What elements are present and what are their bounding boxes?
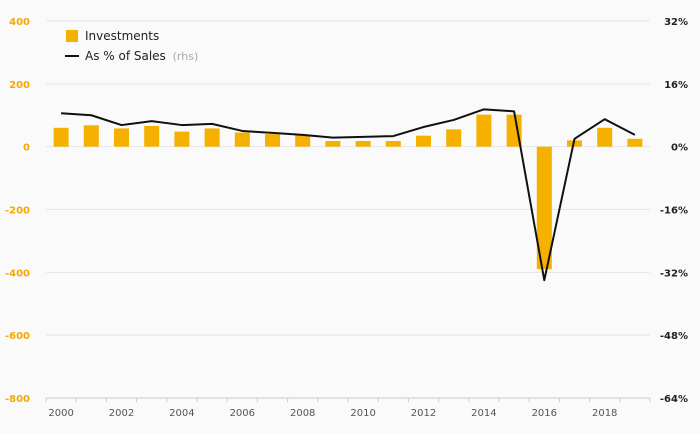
bar bbox=[506, 114, 522, 147]
legend-line-note: (rhs) bbox=[173, 50, 199, 63]
legend-bar-label: Investments bbox=[85, 29, 159, 43]
x-tick-label: 2012 bbox=[411, 408, 436, 419]
bar bbox=[536, 146, 552, 270]
right-tick-label: 0% bbox=[671, 143, 688, 154]
bar bbox=[385, 141, 401, 147]
bar bbox=[295, 134, 311, 147]
bar bbox=[53, 127, 69, 147]
x-tick-label: 2010 bbox=[350, 408, 375, 419]
left-axis: 400 200 0 -200 -400 -600 -800 bbox=[5, 17, 30, 405]
bar bbox=[627, 138, 643, 147]
bar bbox=[446, 129, 462, 147]
bar bbox=[355, 141, 371, 147]
x-tick-label: 2006 bbox=[230, 408, 255, 419]
bar bbox=[144, 125, 160, 147]
x-tick-label: 2000 bbox=[48, 408, 73, 419]
bar bbox=[204, 128, 220, 147]
x-tick-label: 2018 bbox=[592, 408, 617, 419]
x-tick-label: 2008 bbox=[290, 408, 315, 419]
legend: Investments As % of Sales (rhs) bbox=[65, 29, 198, 63]
right-axis: 32% 16% 0% -16% -32% -48% -64% bbox=[660, 17, 688, 405]
bar bbox=[234, 132, 250, 147]
x-axis: 2000 2002 2004 2006 2008 2010 2012 2014 2016 2018 bbox=[45, 397, 651, 419]
bar bbox=[325, 141, 341, 147]
sales-pct-line bbox=[61, 108, 636, 282]
bar bbox=[597, 127, 613, 147]
x-tick-label: 2014 bbox=[471, 408, 496, 419]
left-tick-label: 0 bbox=[23, 143, 30, 154]
right-tick-label: -64% bbox=[660, 394, 688, 405]
left-tick-label: 200 bbox=[9, 80, 30, 91]
left-tick-label: -600 bbox=[5, 331, 30, 342]
left-tick-label: 400 bbox=[9, 17, 30, 28]
legend-bar-swatch bbox=[66, 30, 78, 42]
right-tick-label: -32% bbox=[660, 268, 688, 279]
left-tick-label: -200 bbox=[5, 206, 30, 217]
bar bbox=[83, 125, 99, 147]
left-tick-label: -400 bbox=[5, 268, 30, 279]
series-line bbox=[61, 108, 636, 282]
bar bbox=[265, 134, 280, 147]
svg-text:As % of Sales (rhs): As % of Sales (rhs) bbox=[85, 49, 198, 63]
x-tick-label: 2004 bbox=[169, 408, 194, 419]
bar bbox=[114, 128, 129, 147]
right-tick-label: -16% bbox=[660, 206, 688, 217]
bar bbox=[416, 135, 431, 147]
left-tick-label: -800 bbox=[5, 394, 30, 405]
right-tick-label: 32% bbox=[664, 17, 688, 28]
x-tick-label: 2002 bbox=[109, 408, 134, 419]
bar bbox=[476, 114, 492, 147]
x-tick-label: 2016 bbox=[532, 408, 557, 419]
bar bbox=[174, 131, 190, 147]
right-tick-label: -48% bbox=[660, 331, 688, 342]
right-tick-label: 16% bbox=[664, 80, 688, 91]
legend-line-label: As % of Sales bbox=[85, 49, 166, 63]
